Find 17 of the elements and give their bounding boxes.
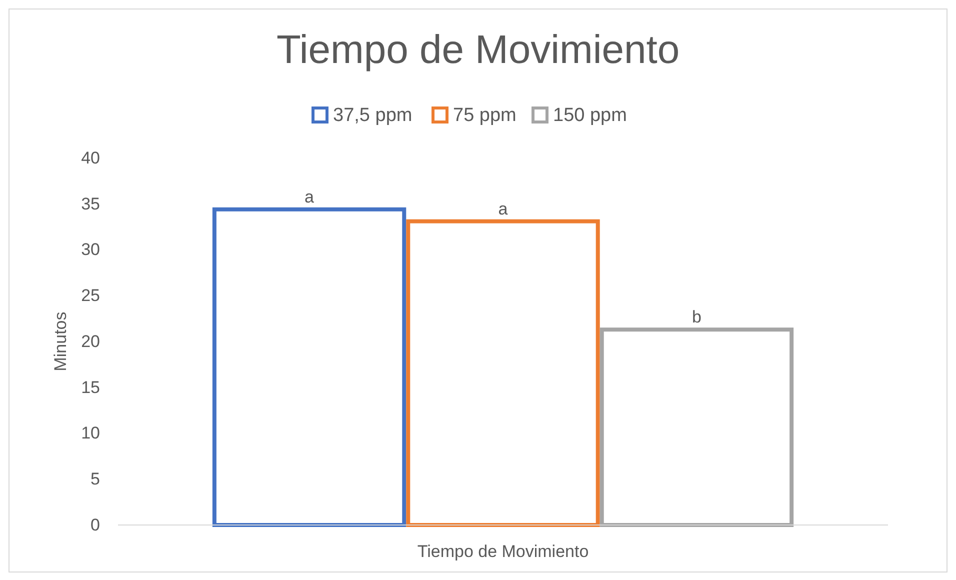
legend-label: 150 ppm <box>553 105 627 126</box>
y-axis-title: Minutos <box>51 312 70 372</box>
y-tick-label: 0 <box>90 515 100 534</box>
y-tick-label: 25 <box>81 286 100 306</box>
data-label: b <box>692 308 702 327</box>
legend-label: 37,5 ppm <box>333 105 412 126</box>
y-tick-label: 5 <box>90 470 100 489</box>
chart-title: Tiempo de Movimiento <box>276 28 680 72</box>
legend-label: 75 ppm <box>453 105 516 126</box>
data-label: a <box>304 187 315 206</box>
y-tick-label: 35 <box>81 194 100 214</box>
y-tick-label: 30 <box>81 240 100 260</box>
y-tick-label: 20 <box>81 332 100 351</box>
data-label: a <box>498 199 508 218</box>
y-tick-label: 10 <box>81 424 100 443</box>
y-tick-label: 15 <box>81 378 100 397</box>
y-tick-label: 40 <box>81 148 100 168</box>
